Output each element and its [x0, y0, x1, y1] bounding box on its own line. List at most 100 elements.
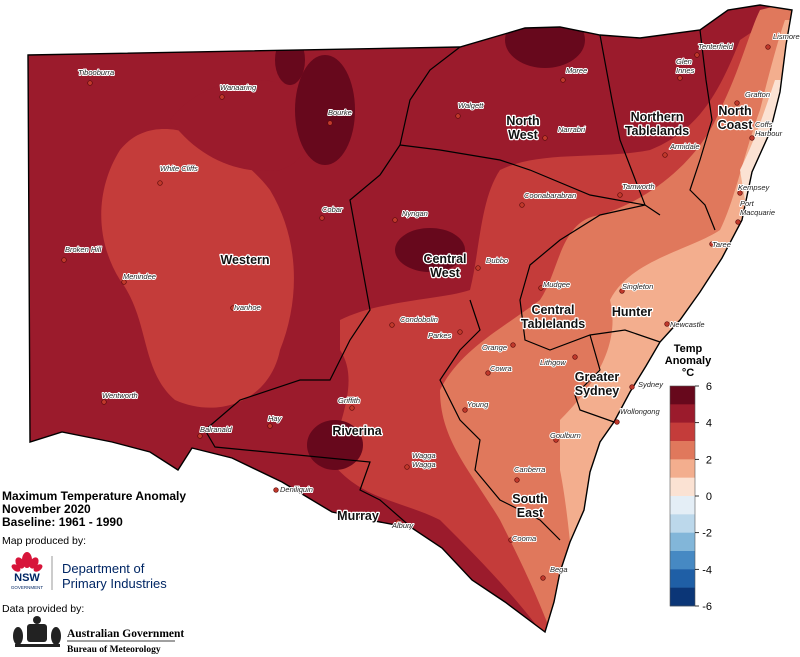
town-dot [510, 342, 516, 348]
region-label: Western [220, 253, 269, 267]
town-label: Innes [676, 66, 695, 75]
legend-bin [670, 477, 695, 497]
town-label: Narrabri [558, 125, 585, 134]
boundary [399, 144, 646, 206]
town-label: Dubbo [486, 256, 508, 265]
town-label: White Cliffs [160, 164, 198, 173]
region-label: Central [531, 303, 574, 317]
town-label: Cooma [512, 534, 536, 543]
town-label: Tibooburra [78, 68, 114, 77]
town-dot [553, 437, 559, 443]
town-label: Parkes [428, 331, 452, 340]
town-dot [617, 192, 623, 198]
town-label: Wollongong [620, 407, 660, 416]
department-name: Department of [62, 561, 145, 576]
legend-bin [670, 569, 695, 588]
town-dot [61, 257, 67, 263]
town-label: Sydney [638, 380, 664, 389]
region-label: Central [423, 252, 466, 266]
town-label: Bourke [328, 108, 352, 117]
region-label: Hunter [612, 305, 652, 319]
legend-bin [670, 514, 695, 533]
legend-tick-label: 4 [706, 418, 712, 430]
legend-tick-label: -6 [702, 601, 712, 613]
boundary [519, 204, 661, 351]
region-boundaries [204, 29, 716, 541]
town-dot [664, 321, 670, 327]
department-name: Primary Industries [62, 576, 167, 591]
town-dot [389, 322, 395, 328]
town-dot [572, 354, 578, 360]
town-label: Tenterfield [698, 42, 734, 51]
boundary [599, 34, 661, 216]
town-dot [157, 180, 163, 186]
town-label: Cobar [322, 205, 343, 214]
town-dot [677, 75, 683, 81]
bureau-name: Bureau of Meteorology [67, 645, 161, 655]
town-label: Port [740, 199, 755, 208]
town-label: Griffith [338, 396, 360, 405]
town-label: Kempsey [738, 183, 771, 192]
town-dot [267, 423, 273, 429]
credit-label: Map produced by: [2, 535, 86, 547]
town-label: Cowra [490, 364, 512, 373]
town-label: Grafton [745, 90, 770, 99]
legend-bin [670, 404, 695, 423]
town-dot [538, 285, 544, 291]
boundary [574, 334, 615, 423]
legend-tick-label: 2 [706, 454, 712, 466]
town-dot [319, 215, 325, 221]
town-label: Condobolin [400, 315, 438, 324]
town-label: Nyngan [402, 209, 428, 218]
town-label: Wanaaring [220, 83, 257, 92]
town-dot [395, 519, 401, 525]
legend-bin [670, 587, 695, 607]
region-label: North [506, 114, 539, 128]
town-dot [327, 120, 333, 126]
town-dot [749, 135, 755, 141]
town-label: Mudgee [543, 280, 570, 289]
town-dot [542, 135, 548, 141]
anomaly-zone [101, 129, 294, 408]
legend-tick-label: 0 [706, 491, 712, 503]
town-dot [619, 288, 625, 294]
anomaly-zone [170, 80, 311, 171]
town-label: Bega [550, 565, 568, 574]
state-outline [27, 4, 793, 634]
town-label: Armidale [669, 142, 700, 151]
town-dot [737, 190, 743, 196]
town-dot [540, 575, 546, 581]
legend: Temp Anomaly °C 6 4 2 0 -2 -4 -6 [665, 343, 712, 613]
region-label: Northern [631, 110, 684, 124]
boundary [439, 299, 561, 541]
town-label: Moree [566, 66, 587, 75]
legend-bin [670, 551, 695, 570]
anomaly-zone [505, 12, 585, 68]
town-dot [197, 433, 203, 439]
title-line: November 2020 [2, 502, 91, 516]
town-dot [87, 80, 93, 86]
region-label: Sydney [575, 384, 620, 398]
region-label: South [512, 492, 547, 506]
region-label: North [718, 104, 751, 118]
town-dot [629, 384, 635, 390]
town-label: Deniliquin [280, 485, 313, 494]
town-label: Coffs [755, 120, 773, 129]
region-label: East [517, 506, 544, 520]
town-dot [273, 487, 279, 493]
town-dot [662, 152, 668, 158]
town-dot [475, 265, 481, 271]
town-dot [455, 113, 461, 119]
town-label: Taree [712, 240, 731, 249]
town-dot [614, 419, 620, 425]
legend-bin [670, 496, 695, 515]
region-label: West [430, 266, 460, 280]
town-label: Young [467, 400, 489, 409]
region-label: Tablelands [625, 124, 689, 138]
region-label: Coast [718, 118, 754, 132]
town-label: Balranald [200, 425, 233, 434]
crest [13, 616, 61, 647]
town-label: Lithgow [540, 358, 566, 367]
legend-bin [670, 386, 695, 405]
